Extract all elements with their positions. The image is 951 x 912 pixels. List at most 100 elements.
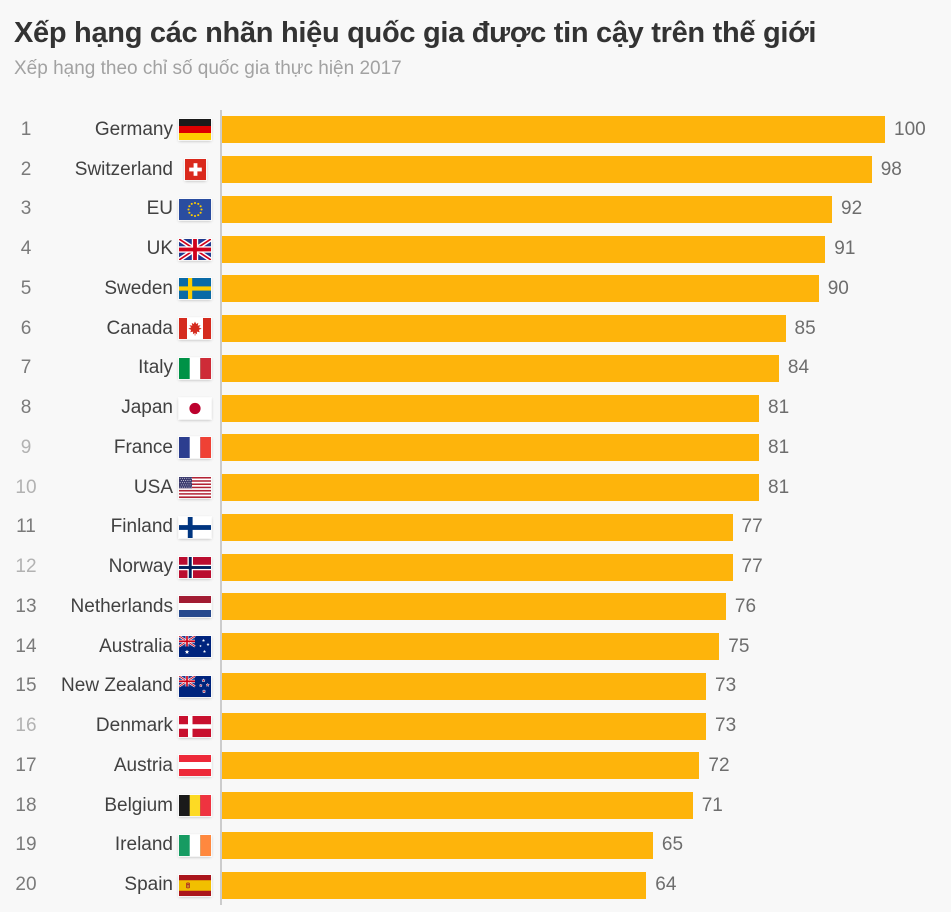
bar-zone: 90 <box>222 275 951 303</box>
country-label: Norway <box>108 556 173 578</box>
chart-row: 9 France 81 <box>0 428 951 468</box>
canada-flag-icon <box>179 318 211 340</box>
value-label: 73 <box>715 715 737 737</box>
value-label: 72 <box>708 754 730 776</box>
chart-row: 12 Norway 77 <box>0 547 951 587</box>
bar-zone: 100 <box>222 116 951 144</box>
bar-zone: 85 <box>222 315 951 343</box>
bar-zone: 81 <box>222 474 951 502</box>
rank-label: 14 <box>15 635 37 657</box>
chart-row: 10 USA 81 <box>0 468 951 508</box>
chart-row: 17 Austria 72 <box>0 746 951 786</box>
value-bar <box>222 712 706 740</box>
value-bar <box>222 116 885 144</box>
country-label: Sweden <box>104 277 173 299</box>
rank-label: 12 <box>15 556 37 578</box>
chart-row: 5 Sweden 90 <box>0 269 951 309</box>
rank-label: 8 <box>20 397 32 419</box>
country-label: USA <box>133 476 173 498</box>
rank-label: 2 <box>20 158 32 180</box>
spain-flag-icon <box>179 874 211 896</box>
chart-row: 3 EU 92 <box>0 190 951 230</box>
finland-flag-icon <box>179 516 211 538</box>
country-label: Finland <box>110 516 173 538</box>
chart-row: 15 New Zealand 73 <box>0 667 951 707</box>
country-label: Austria <box>113 754 173 776</box>
chart-row: 4 UK 91 <box>0 229 951 269</box>
bar-zone: 91 <box>222 235 951 263</box>
country-label: EU <box>146 198 173 220</box>
rank-label: 20 <box>15 874 37 896</box>
value-label: 73 <box>715 675 737 697</box>
value-label: 77 <box>741 556 763 578</box>
switzerland-flag-icon <box>179 159 211 181</box>
bar-zone: 64 <box>222 871 951 899</box>
eu-flag-icon <box>179 198 211 220</box>
rank-label: 7 <box>20 357 32 379</box>
value-label: 100 <box>894 118 926 140</box>
italy-flag-icon <box>179 357 211 379</box>
chart-row: 11 Finland 77 <box>0 508 951 548</box>
bar-chart: 1 Germany 100 2 Switzerland 98 3 EU 92 4 UK 91 5 Swed… <box>0 110 951 905</box>
chart-row: 20 Spain 64 <box>0 865 951 905</box>
value-bar <box>222 633 720 661</box>
country-label: Japan <box>121 397 173 419</box>
value-bar <box>222 513 733 541</box>
value-label: 92 <box>841 198 863 220</box>
chart-row: 16 Denmark 73 <box>0 706 951 746</box>
country-label: Ireland <box>114 834 173 856</box>
bar-zone: 71 <box>222 792 951 820</box>
value-label: 77 <box>741 516 763 538</box>
value-bar <box>222 235 826 263</box>
chart-row: 2 Switzerland 98 <box>0 150 951 190</box>
bar-zone: 77 <box>222 513 951 541</box>
austria-flag-icon <box>179 755 211 777</box>
bar-zone: 81 <box>222 434 951 462</box>
value-bar <box>222 434 759 462</box>
belgium-flag-icon <box>179 795 211 817</box>
chart-row: 14 Australia 75 <box>0 627 951 667</box>
rank-label: 4 <box>20 238 32 260</box>
country-label: Germany <box>94 118 173 140</box>
uk-flag-icon <box>179 238 211 260</box>
country-label: Netherlands <box>70 595 173 617</box>
value-label: 81 <box>768 397 790 419</box>
value-label: 81 <box>768 436 790 458</box>
bar-zone: 77 <box>222 553 951 581</box>
country-label: UK <box>146 238 173 260</box>
bar-zone: 73 <box>222 712 951 740</box>
netherlands-flag-icon <box>179 596 211 618</box>
chart-row: 18 Belgium 71 <box>0 786 951 826</box>
rank-label: 5 <box>20 277 32 299</box>
value-bar <box>222 792 693 820</box>
country-label: Australia <box>99 635 173 657</box>
ireland-flag-icon <box>179 834 211 856</box>
rank-label: 1 <box>20 118 32 140</box>
value-label: 90 <box>827 277 849 299</box>
new-zealand-flag-icon <box>179 675 211 697</box>
value-bar <box>222 831 653 859</box>
page-subtitle: Xếp hạng theo chỉ số quốc gia thực hiện … <box>14 57 402 79</box>
rank-label: 3 <box>20 198 32 220</box>
chart-row: 8 Japan 81 <box>0 388 951 428</box>
rank-label: 10 <box>15 476 37 498</box>
value-bar <box>222 593 726 621</box>
bar-zone: 81 <box>222 394 951 422</box>
france-flag-icon <box>179 437 211 459</box>
rank-label: 13 <box>15 595 37 617</box>
value-label: 64 <box>655 874 677 896</box>
bar-zone: 75 <box>222 633 951 661</box>
value-bar <box>222 156 872 184</box>
value-label: 98 <box>880 158 902 180</box>
bar-zone: 98 <box>222 156 951 184</box>
value-bar <box>222 315 786 343</box>
bar-zone: 92 <box>222 195 951 223</box>
country-label: Switzerland <box>74 158 173 180</box>
value-label: 76 <box>734 595 757 617</box>
chart-row: 13 Netherlands 76 <box>0 587 951 627</box>
usa-flag-icon <box>179 477 211 499</box>
value-label: 91 <box>834 238 856 260</box>
australia-flag-icon <box>179 636 211 658</box>
country-label: Canada <box>106 317 173 339</box>
rank-label: 18 <box>15 794 37 816</box>
